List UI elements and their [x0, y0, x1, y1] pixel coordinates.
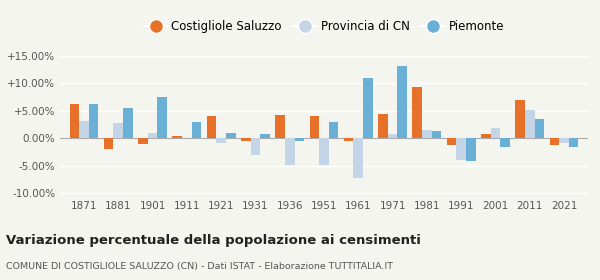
- Bar: [569, 138, 578, 146]
- Bar: [422, 130, 431, 138]
- Bar: [535, 119, 544, 138]
- Bar: [191, 122, 201, 138]
- Bar: [251, 138, 260, 155]
- Bar: [172, 136, 182, 138]
- Bar: [515, 100, 525, 138]
- Bar: [491, 129, 500, 138]
- Bar: [550, 138, 559, 145]
- Bar: [241, 138, 251, 141]
- Bar: [457, 138, 466, 160]
- Bar: [319, 138, 329, 165]
- Bar: [500, 138, 510, 146]
- Bar: [207, 116, 217, 138]
- Bar: [412, 87, 422, 138]
- Bar: [388, 134, 397, 138]
- Bar: [344, 138, 353, 141]
- Bar: [397, 66, 407, 138]
- Bar: [104, 138, 113, 149]
- Bar: [123, 108, 133, 138]
- Bar: [447, 138, 457, 145]
- Bar: [70, 104, 79, 138]
- Bar: [79, 121, 89, 138]
- Bar: [285, 138, 295, 165]
- Bar: [226, 133, 236, 138]
- Bar: [481, 134, 491, 138]
- Bar: [353, 138, 363, 178]
- Legend: Costigliole Saluzzo, Provincia di CN, Piemonte: Costigliole Saluzzo, Provincia di CN, Pi…: [139, 15, 509, 38]
- Bar: [275, 115, 285, 138]
- Bar: [466, 138, 476, 161]
- Bar: [138, 138, 148, 144]
- Bar: [363, 78, 373, 138]
- Bar: [217, 138, 226, 143]
- Bar: [295, 138, 304, 141]
- Text: Variazione percentuale della popolazione ai censimenti: Variazione percentuale della popolazione…: [6, 234, 421, 247]
- Bar: [157, 97, 167, 138]
- Bar: [148, 133, 157, 138]
- Bar: [260, 134, 270, 138]
- Bar: [431, 131, 441, 138]
- Bar: [559, 138, 569, 143]
- Bar: [378, 114, 388, 138]
- Text: COMUNE DI COSTIGLIOLE SALUZZO (CN) - Dati ISTAT - Elaborazione TUTTITALIA.IT: COMUNE DI COSTIGLIOLE SALUZZO (CN) - Dat…: [6, 262, 393, 271]
- Bar: [525, 110, 535, 138]
- Bar: [310, 116, 319, 138]
- Bar: [89, 104, 98, 138]
- Bar: [329, 122, 338, 138]
- Bar: [113, 123, 123, 138]
